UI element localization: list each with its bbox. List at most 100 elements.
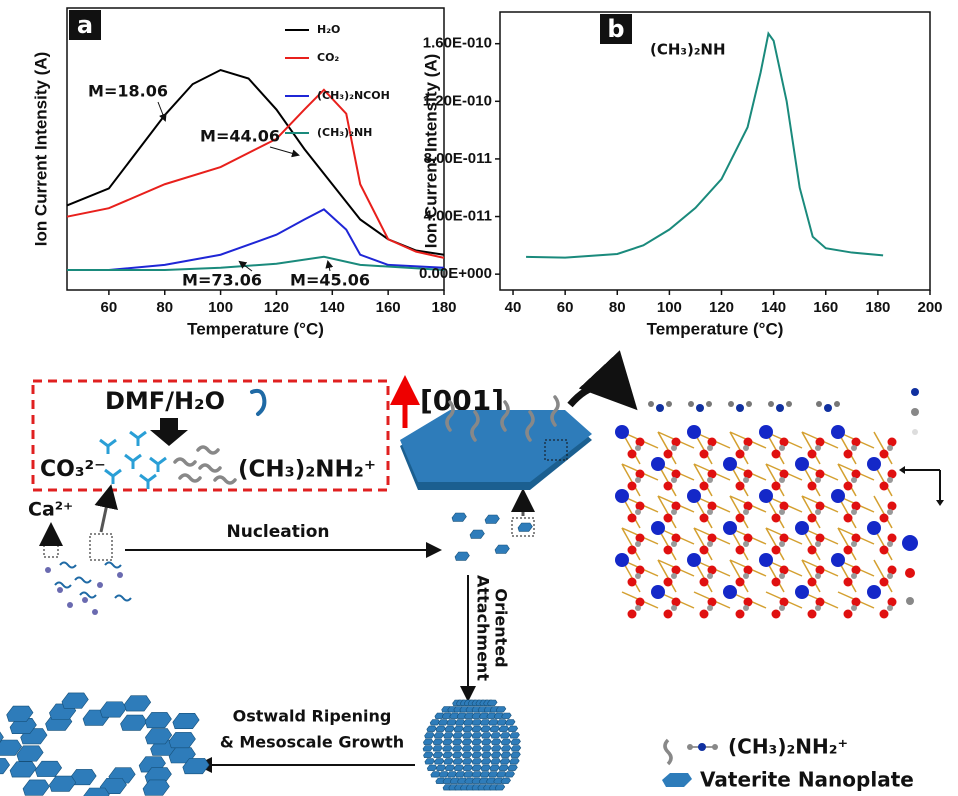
nanoplate bbox=[481, 759, 491, 765]
atom bbox=[816, 470, 825, 479]
annotation: M=18.06 bbox=[88, 82, 168, 101]
nanoplate bbox=[439, 720, 449, 726]
nanoplate bbox=[423, 746, 433, 752]
nanoplate bbox=[505, 772, 515, 778]
nanoplate bbox=[0, 758, 10, 773]
nanoplate bbox=[508, 726, 518, 732]
atom bbox=[671, 541, 677, 547]
x-tick-label: 180 bbox=[431, 299, 456, 316]
atom bbox=[852, 566, 861, 575]
x-tick-label: 60 bbox=[101, 299, 118, 316]
atom-key bbox=[905, 568, 915, 578]
atom bbox=[852, 598, 861, 607]
squiggle bbox=[55, 583, 71, 588]
nanoplate bbox=[472, 733, 482, 739]
molecule bbox=[824, 404, 832, 412]
particle bbox=[57, 587, 63, 593]
nanoplate bbox=[491, 752, 501, 758]
atom bbox=[628, 610, 637, 619]
squiggle bbox=[115, 596, 131, 601]
atom bbox=[780, 438, 789, 447]
squiggle bbox=[75, 578, 91, 583]
nanoplate bbox=[433, 752, 443, 758]
nanoplate bbox=[472, 772, 482, 778]
atom bbox=[815, 509, 821, 515]
y-tick-label: 0.00E+000 bbox=[419, 265, 492, 282]
nanoplate bbox=[491, 739, 501, 745]
nanoplate bbox=[482, 752, 492, 758]
atom bbox=[635, 509, 641, 515]
legend-icon bbox=[662, 773, 692, 787]
nanoplate bbox=[433, 746, 443, 752]
x-tick-label: 140 bbox=[761, 299, 786, 316]
atom bbox=[743, 509, 749, 515]
nanoplate bbox=[464, 772, 474, 778]
nanoplate bbox=[145, 712, 171, 727]
molecule bbox=[648, 401, 654, 407]
nanoplate bbox=[501, 746, 511, 752]
nanoplate bbox=[464, 720, 474, 726]
nanoplate bbox=[499, 765, 509, 771]
nanoplate bbox=[444, 759, 454, 765]
x-tick-label: 120 bbox=[709, 299, 734, 316]
nanoplate bbox=[124, 696, 150, 711]
atom bbox=[887, 573, 893, 579]
atom bbox=[780, 566, 789, 575]
nanoplate bbox=[489, 720, 499, 726]
nanoplate bbox=[511, 739, 521, 745]
atom-key bbox=[911, 388, 919, 396]
nanoplate bbox=[481, 726, 491, 732]
atom bbox=[744, 502, 753, 511]
nanoplate bbox=[463, 726, 473, 732]
atom bbox=[815, 573, 821, 579]
atom bbox=[808, 610, 817, 619]
atom bbox=[887, 605, 893, 611]
atom bbox=[772, 578, 781, 587]
nanoplate bbox=[462, 746, 472, 752]
particle bbox=[82, 597, 88, 603]
atom bbox=[628, 514, 637, 523]
atom bbox=[815, 605, 821, 611]
atom bbox=[888, 534, 897, 543]
atom bbox=[844, 546, 853, 555]
squiggle bbox=[80, 593, 96, 598]
nanoplate bbox=[436, 765, 446, 771]
atom bbox=[808, 450, 817, 459]
axes-key bbox=[899, 466, 944, 506]
y-axis-title: Ion Current Intensity (A) bbox=[31, 52, 50, 247]
atom bbox=[743, 477, 749, 483]
nanoplate bbox=[453, 733, 463, 739]
atom bbox=[851, 509, 857, 515]
atom bbox=[887, 541, 893, 547]
atom bbox=[736, 610, 745, 619]
nanoplate bbox=[492, 746, 502, 752]
y-axis-title: Ion Current Intensity (A) bbox=[421, 54, 440, 249]
nanoplate bbox=[497, 720, 507, 726]
nanoplate bbox=[472, 720, 482, 726]
atom bbox=[880, 546, 889, 555]
nanoplate bbox=[462, 739, 472, 745]
atom bbox=[687, 553, 701, 567]
particle bbox=[45, 567, 51, 573]
atom bbox=[687, 489, 701, 503]
x-axis-title: Temperature (°C) bbox=[647, 319, 784, 338]
atom bbox=[671, 605, 677, 611]
atom bbox=[844, 482, 853, 491]
particles bbox=[45, 563, 131, 616]
x-tick-label: 100 bbox=[657, 299, 682, 316]
particle bbox=[97, 582, 103, 588]
atom bbox=[887, 477, 893, 483]
atom bbox=[851, 445, 857, 451]
atom bbox=[795, 521, 809, 535]
atom bbox=[815, 445, 821, 451]
legend-label: CO₂ bbox=[317, 51, 339, 64]
atom-key bbox=[906, 597, 914, 605]
atom bbox=[664, 578, 673, 587]
nanoplate bbox=[425, 759, 435, 765]
schematic: DMF/H₂O CO₃²⁻ (CH₃)₂NH₂⁺ Ca²⁺ Nucleation… bbox=[0, 381, 944, 796]
atom bbox=[779, 509, 785, 515]
nanoplate bbox=[425, 733, 435, 739]
nanoplate bbox=[472, 726, 482, 732]
atom bbox=[888, 470, 897, 479]
nanoplate bbox=[173, 713, 199, 728]
